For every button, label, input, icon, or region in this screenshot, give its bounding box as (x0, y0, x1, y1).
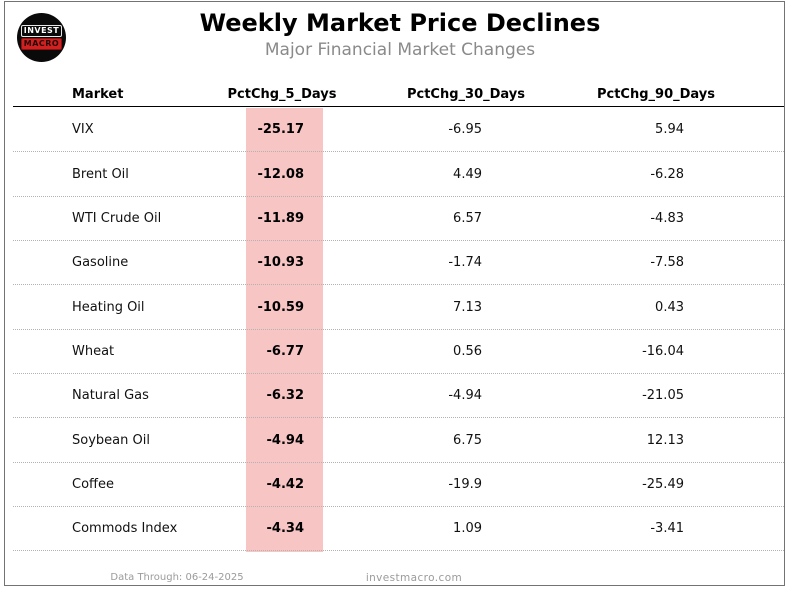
header-rule (13, 106, 784, 107)
page-title: Weekly Market Price Declines (199, 9, 601, 37)
pctchg-90-days-value: -21.05 (642, 388, 684, 404)
column-header-pctchg-90-days: PctChg_90_Days (596, 87, 715, 102)
pctchg-30-days-value: -4.94 (448, 388, 482, 404)
pctchg-90-days-value: -6.28 (650, 166, 684, 182)
pctchg-30-days-value: -1.74 (448, 255, 482, 271)
pctchg-5-days-value: -11.89 (257, 210, 304, 226)
pctchg-90-days-value: 12.13 (646, 432, 684, 448)
market-name: Brent Oil (72, 166, 129, 182)
pctchg-30-days-value: 0.56 (453, 343, 482, 359)
pctchg-30-days-value: 4.49 (453, 166, 482, 182)
market-name: Heating Oil (72, 299, 145, 315)
pctchg-5-days-value: -25.17 (257, 122, 304, 138)
logo-macro-text: MACRO (20, 38, 63, 50)
pctchg-5-days-value: -4.42 (266, 476, 304, 492)
market-name: WTI Crude Oil (72, 210, 162, 226)
table-row: Coffee -4.42 -19.9 -25.49 (13, 463, 784, 508)
pctchg-5-days-value: -6.32 (266, 388, 304, 404)
pctchg-5-days-value: -4.94 (266, 432, 304, 448)
market-name: Coffee (72, 476, 114, 492)
pctchg-90-days-value: -7.58 (650, 255, 684, 271)
table-row: Brent Oil -12.08 4.49 -6.28 (13, 152, 784, 197)
column-header-pctchg-5-days: PctChg_5_Days (227, 87, 337, 102)
pctchg-90-days-value: 5.94 (655, 122, 684, 138)
pctchg-90-days-value: -3.41 (650, 521, 684, 537)
table-row: WTI Crude Oil -11.89 6.57 -4.83 (13, 197, 784, 242)
market-name: Soybean Oil (72, 432, 150, 448)
pctchg-30-days-value: -19.9 (448, 476, 482, 492)
market-name: VIX (72, 122, 94, 138)
table-row: Natural Gas -6.32 -4.94 -21.05 (13, 374, 784, 419)
table-body: VIX -25.17 -6.95 5.94 Brent Oil -12.08 4… (13, 108, 784, 552)
pctchg-30-days-value: 7.13 (453, 299, 482, 315)
column-header-market: Market (72, 87, 124, 102)
logo-invest-text: INVEST (20, 25, 63, 37)
page-subtitle: Major Financial Market Changes (264, 40, 536, 60)
table-row: Wheat -6.77 0.56 -16.04 (13, 330, 784, 375)
table-row: VIX -25.17 -6.95 5.94 (13, 108, 784, 153)
figure-frame (4, 1, 785, 586)
pctchg-30-days-value: 6.57 (453, 210, 482, 226)
pctchg-5-days-value: -10.93 (257, 255, 304, 271)
pctchg-30-days-value: -6.95 (448, 122, 482, 138)
pctchg-5-days-value: -6.77 (266, 343, 304, 359)
data-through-label: Data Through: 06-24-2025 (110, 572, 244, 583)
pctchg-5-days-value: -4.34 (266, 521, 304, 537)
column-header-pctchg-30-days: PctChg_30_Days (406, 87, 525, 102)
highlight-column-band (246, 108, 323, 552)
table-row: Soybean Oil -4.94 6.75 12.13 (13, 418, 784, 463)
pctchg-90-days-value: 0.43 (655, 299, 684, 315)
pctchg-30-days-value: 6.75 (453, 432, 482, 448)
pctchg-5-days-value: -10.59 (257, 299, 304, 315)
pctchg-30-days-value: 1.09 (453, 521, 482, 537)
pctchg-90-days-value: -4.83 (650, 210, 684, 226)
market-name: Gasoline (72, 255, 129, 271)
pctchg-5-days-value: -12.08 (257, 166, 304, 182)
table-row: Commods Index -4.34 1.09 -3.41 (13, 507, 784, 552)
table-row: Gasoline -10.93 -1.74 -7.58 (13, 241, 784, 286)
market-name: Natural Gas (72, 388, 149, 404)
market-name: Wheat (72, 343, 115, 359)
table-row: Heating Oil -10.59 7.13 0.43 (13, 285, 784, 330)
pctchg-90-days-value: -16.04 (642, 343, 684, 359)
pctchg-90-days-value: -25.49 (642, 476, 684, 492)
investmacro-logo: INVEST MACRO (17, 13, 66, 62)
market-name: Commods Index (72, 521, 178, 537)
website-label: investmacro.com (365, 572, 463, 584)
